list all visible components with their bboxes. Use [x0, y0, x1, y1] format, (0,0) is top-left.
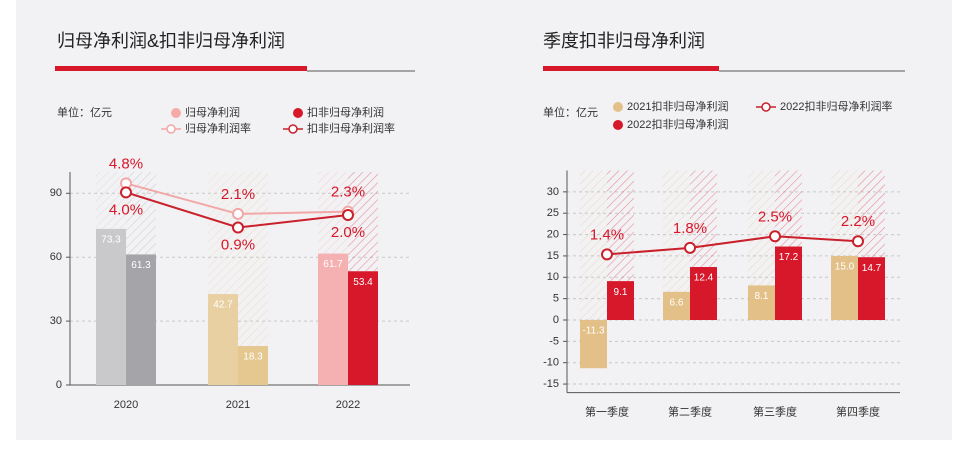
bar	[96, 228, 126, 385]
y-tick-label: 20	[547, 228, 559, 240]
bar-value-label: 6.6	[670, 297, 684, 308]
legend-label: 扣非归母净利润	[307, 105, 384, 119]
y-tick-label: 30	[50, 315, 62, 327]
y-tick-label: -5	[549, 335, 559, 347]
rate-point	[342, 209, 354, 222]
bar	[775, 246, 802, 320]
y-tick-label: 0	[56, 379, 62, 391]
bar-value-label: 61.3	[131, 260, 151, 271]
legend-marker	[293, 108, 303, 118]
y-tick-label: 5	[553, 293, 559, 305]
legend-marker	[166, 124, 176, 134]
y-tick-label: -10	[543, 357, 559, 369]
bar	[663, 291, 690, 320]
title-rule-accent	[543, 66, 719, 71]
x-tick-label: 2020	[114, 399, 138, 411]
rate-point	[852, 235, 864, 248]
rate-label: 1.8%	[673, 220, 707, 237]
y-tick-label: 60	[50, 251, 62, 263]
rate-label: 2.2%	[841, 213, 875, 230]
bar	[748, 285, 775, 320]
y-tick-label: 0	[553, 314, 559, 326]
rate-point	[769, 230, 781, 243]
bar-value-label: 12.4	[694, 273, 714, 284]
rate-point	[232, 221, 244, 234]
bar-backdrop	[238, 172, 268, 347]
unit-label: 单位：亿元	[543, 105, 598, 119]
bar-value-label: 9.1	[614, 287, 628, 298]
bar-value-label: -11.3	[582, 326, 604, 337]
bar-value-label: 73.3	[101, 235, 121, 246]
rate-point	[684, 241, 696, 254]
x-tick-label: 第一季度	[585, 405, 629, 419]
y-tick-label: 30	[547, 186, 559, 198]
y-tick-label: 10	[547, 271, 559, 283]
y-tick-label: 25	[547, 207, 559, 219]
bar-value-label: 61.7	[323, 259, 343, 270]
x-tick-label: 2022	[336, 399, 360, 411]
bar-value-label: 14.7	[862, 263, 882, 274]
bar-backdrop	[690, 170, 717, 268]
x-tick-label: 第四季度	[836, 405, 880, 419]
bar	[858, 257, 885, 320]
chart-title: 季度扣非归母净利润	[543, 31, 705, 51]
bar-value-label: 53.4	[353, 277, 373, 288]
bar-backdrop	[748, 170, 775, 286]
bar-value-label: 18.3	[243, 352, 263, 363]
rate-point	[601, 248, 613, 261]
legend-marker	[171, 108, 181, 118]
rate-label: 2.0%	[331, 224, 365, 241]
rate-label: 2.5%	[758, 208, 792, 225]
bar	[126, 254, 156, 385]
x-tick-label: 第三季度	[753, 405, 797, 419]
bar-value-label: 42.7	[213, 300, 233, 311]
legend-label: 归母净利润	[185, 105, 240, 119]
bar	[238, 346, 268, 385]
legend-label: 归母净利润率	[185, 121, 251, 135]
bar-backdrop	[208, 172, 238, 295]
bar-value-label: 17.2	[779, 252, 799, 263]
legend-label: 2022扣非归母净利润率	[780, 99, 892, 113]
bar-backdrop	[348, 172, 378, 272]
legend-marker	[613, 120, 623, 130]
rate-point	[232, 207, 244, 220]
bar	[831, 255, 858, 320]
bar-value-label: 15.0	[835, 262, 855, 273]
bar	[580, 319, 607, 369]
rate-label: 2.1%	[221, 186, 255, 203]
legend-label: 2021扣非归母净利润	[627, 99, 728, 113]
y-tick-label: -15	[543, 378, 559, 390]
rate-label: 2.3%	[331, 184, 365, 201]
x-tick-label: 2021	[226, 399, 250, 411]
bar	[607, 281, 634, 320]
legend-marker	[288, 124, 298, 134]
chart-title: 归母净利润&扣非归母净利润	[57, 31, 285, 51]
rate-line	[606, 235, 859, 256]
legend-label: 2022扣非归母净利润	[627, 117, 728, 131]
bar	[690, 267, 717, 320]
x-tick-label: 第二季度	[668, 405, 712, 419]
y-tick-label: 15	[547, 250, 559, 262]
bar	[318, 253, 348, 385]
bar-backdrop	[580, 170, 607, 320]
rate-label: 4.0%	[109, 201, 143, 218]
rate-point	[120, 186, 132, 199]
rate-label: 1.4%	[590, 226, 624, 243]
title-rule-accent	[55, 66, 307, 71]
unit-label: 单位：亿元	[57, 105, 112, 119]
bar-backdrop	[607, 170, 634, 282]
bar	[348, 271, 378, 385]
rate-label: 0.9%	[221, 236, 255, 253]
legend-label: 扣非归母净利润率	[307, 121, 395, 135]
rate-label: 4.8%	[109, 155, 143, 172]
y-tick-label: 90	[50, 187, 62, 199]
bar-backdrop	[663, 170, 690, 292]
legend-marker	[613, 102, 623, 112]
bar-value-label: 8.1	[755, 291, 769, 302]
legend-marker	[761, 102, 771, 112]
bar	[208, 294, 238, 385]
